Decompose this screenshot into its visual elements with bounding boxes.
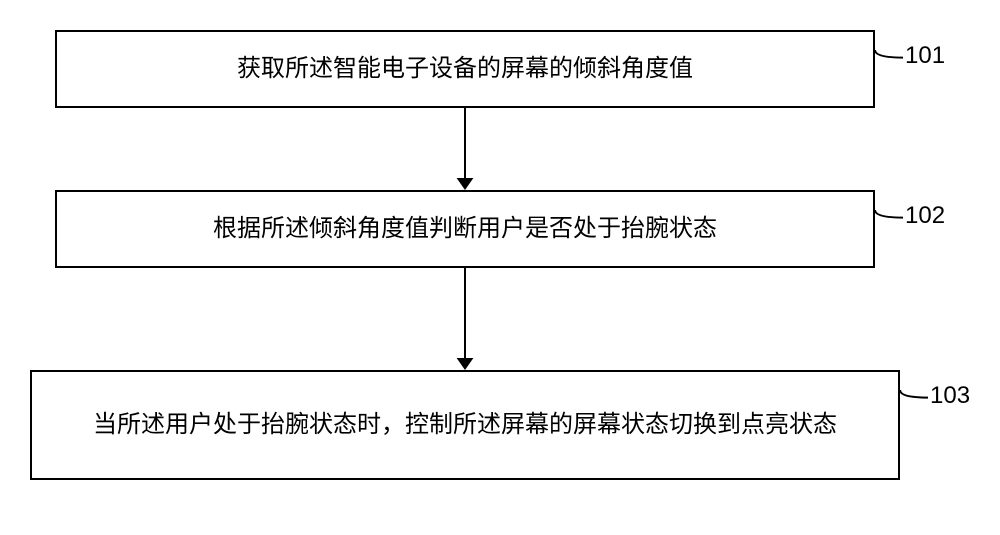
flow-arrow [0, 0, 1000, 535]
flowchart-canvas: 获取所述智能电子设备的屏幕的倾斜角度值101根据所述倾斜角度值判断用户是否处于抬… [0, 0, 1000, 535]
